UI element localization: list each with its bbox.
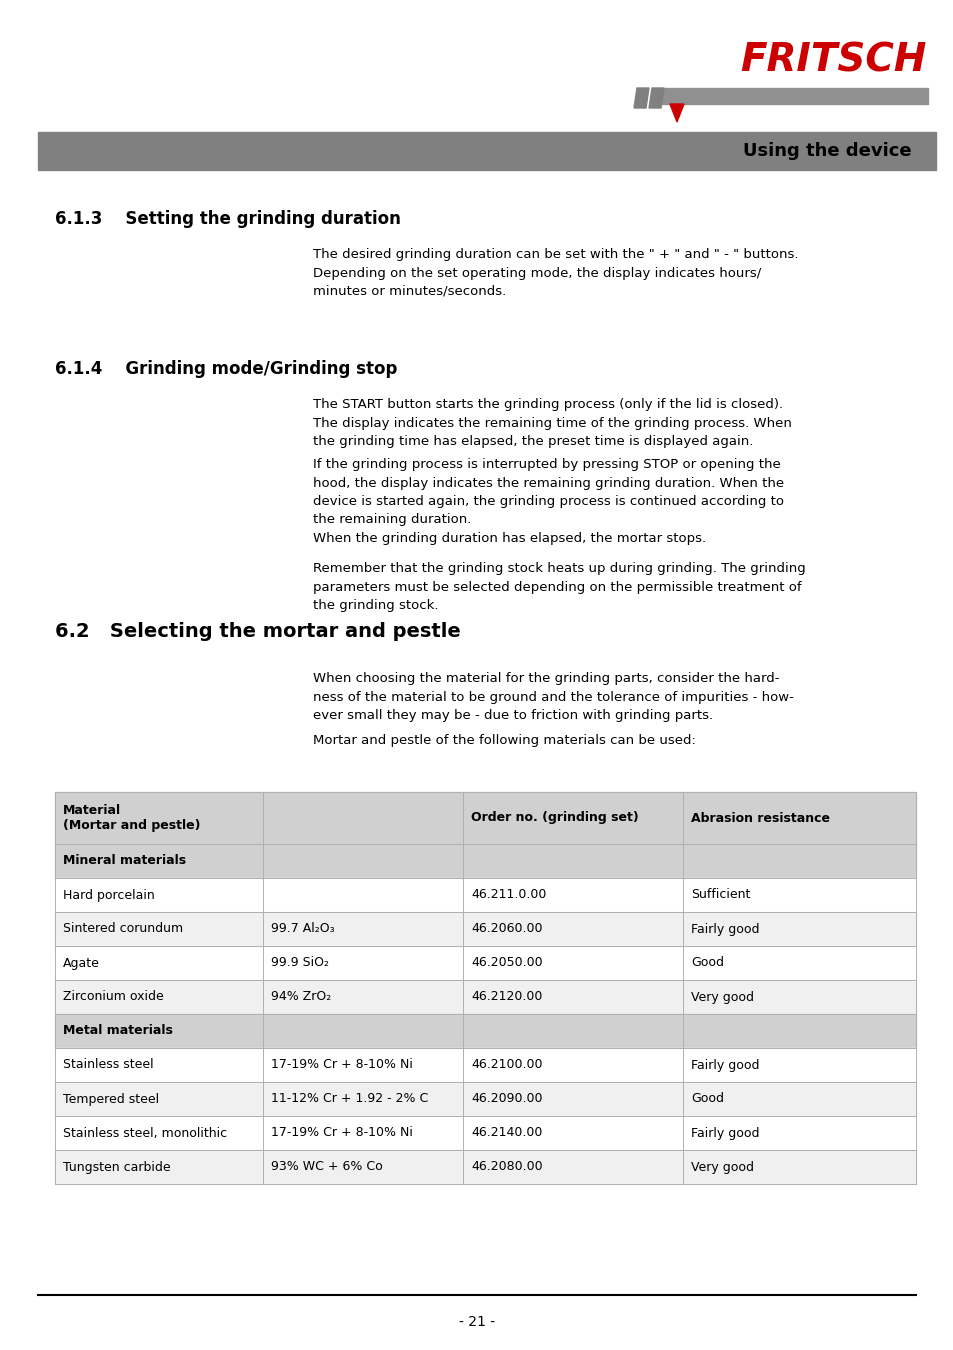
Text: 46.2060.00: 46.2060.00 [471, 922, 542, 936]
Text: 17-19% Cr + 8-10% Ni: 17-19% Cr + 8-10% Ni [271, 1058, 413, 1072]
Text: 46.2050.00: 46.2050.00 [471, 957, 542, 969]
Text: Metal materials: Metal materials [63, 1025, 172, 1038]
Polygon shape [669, 104, 683, 122]
Text: Fairly good: Fairly good [690, 1058, 759, 1072]
Text: When the grinding duration has elapsed, the mortar stops.: When the grinding duration has elapsed, … [313, 532, 705, 545]
Text: 6.2   Selecting the mortar and pestle: 6.2 Selecting the mortar and pestle [55, 622, 460, 641]
Text: The desired grinding duration can be set with the " + " and " - " buttons.
Depen: The desired grinding duration can be set… [313, 248, 798, 298]
Text: If the grinding process is interrupted by pressing STOP or opening the
hood, the: If the grinding process is interrupted b… [313, 458, 783, 526]
Text: 93% WC + 6% Co: 93% WC + 6% Co [271, 1161, 382, 1173]
Text: Material
(Mortar and pestle): Material (Mortar and pestle) [63, 805, 200, 832]
Bar [55, 1014, 915, 1048]
Bar [55, 913, 915, 946]
Polygon shape [648, 88, 663, 108]
Text: 46.211.0.00: 46.211.0.00 [471, 888, 546, 902]
Text: Very good: Very good [690, 1161, 753, 1173]
Text: Very good: Very good [690, 991, 753, 1003]
Text: 6.1.4    Grinding mode/Grinding stop: 6.1.4 Grinding mode/Grinding stop [55, 360, 397, 378]
Text: Fairly good: Fairly good [690, 1126, 759, 1139]
Text: Order no. (grinding set): Order no. (grinding set) [471, 811, 639, 825]
Text: FRITSCH: FRITSCH [740, 42, 925, 80]
Bar [55, 1116, 915, 1150]
Text: Hard porcelain: Hard porcelain [63, 888, 154, 902]
Text: Tempered steel: Tempered steel [63, 1092, 159, 1106]
Text: Tungsten carbide: Tungsten carbide [63, 1161, 171, 1173]
Bar [55, 1048, 915, 1081]
Text: 46.2100.00: 46.2100.00 [471, 1058, 542, 1072]
Text: Agate: Agate [63, 957, 100, 969]
Text: Using the device: Using the device [742, 142, 911, 161]
Bar [55, 844, 915, 878]
Text: 99.7 Al₂O₃: 99.7 Al₂O₃ [271, 922, 335, 936]
Text: - 21 -: - 21 - [458, 1315, 495, 1328]
Polygon shape [634, 88, 648, 108]
Text: Mineral materials: Mineral materials [63, 855, 186, 868]
Bar [55, 878, 915, 913]
Text: 46.2120.00: 46.2120.00 [471, 991, 542, 1003]
Text: 17-19% Cr + 8-10% Ni: 17-19% Cr + 8-10% Ni [271, 1126, 413, 1139]
Text: Stainless steel: Stainless steel [63, 1058, 153, 1072]
Bar [55, 792, 915, 844]
Text: Abrasion resistance: Abrasion resistance [690, 811, 829, 825]
Text: Good: Good [690, 957, 723, 969]
Text: 11-12% Cr + 1.92 - 2% C: 11-12% Cr + 1.92 - 2% C [271, 1092, 428, 1106]
Text: Remember that the grinding stock heats up during grinding. The grinding
paramete: Remember that the grinding stock heats u… [313, 562, 805, 612]
Bar [55, 980, 915, 1014]
Bar [659, 88, 927, 104]
Text: 6.1.3    Setting the grinding duration: 6.1.3 Setting the grinding duration [55, 211, 400, 228]
Text: Stainless steel, monolithic: Stainless steel, monolithic [63, 1126, 227, 1139]
Text: 99.9 SiO₂: 99.9 SiO₂ [271, 957, 329, 969]
Bar [55, 1081, 915, 1116]
Bar [55, 1150, 915, 1184]
Text: Good: Good [690, 1092, 723, 1106]
Text: Mortar and pestle of the following materials can be used:: Mortar and pestle of the following mater… [313, 734, 695, 747]
Text: When choosing the material for the grinding parts, consider the hard-
ness of th: When choosing the material for the grind… [313, 672, 793, 722]
Text: 46.2080.00: 46.2080.00 [471, 1161, 542, 1173]
Text: 94% ZrO₂: 94% ZrO₂ [271, 991, 331, 1003]
Text: Sintered corundum: Sintered corundum [63, 922, 183, 936]
Text: The START button starts the grinding process (only if the lid is closed).
The di: The START button starts the grinding pro… [313, 398, 791, 448]
Bar [55, 946, 915, 980]
Text: 46.2090.00: 46.2090.00 [471, 1092, 542, 1106]
Bar [38, 132, 935, 170]
Text: 46.2140.00: 46.2140.00 [471, 1126, 542, 1139]
Text: Fairly good: Fairly good [690, 922, 759, 936]
Text: Zirconium oxide: Zirconium oxide [63, 991, 164, 1003]
Text: Sufficient: Sufficient [690, 888, 750, 902]
